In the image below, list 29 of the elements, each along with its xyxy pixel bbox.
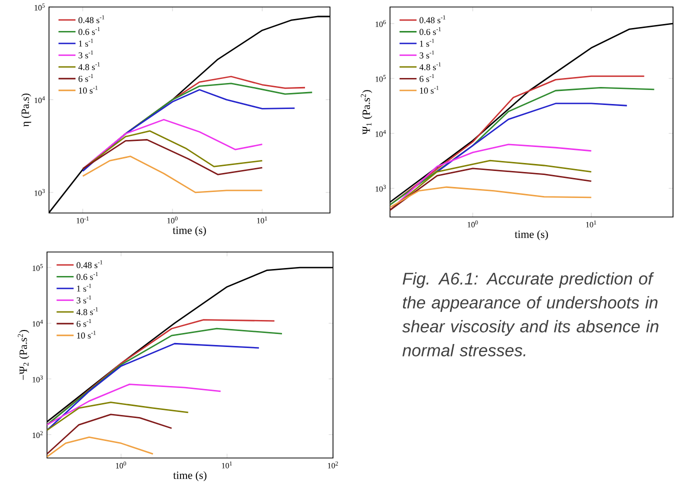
legend-label: 0.6 s$^{-1}$ xyxy=(420,27,441,36)
legend-label: 0.48 s$^{-1}$ xyxy=(420,15,446,24)
legend-label: 10 s$^{-1}$ xyxy=(78,86,98,94)
legend-label: 0.6 s$^{-1}$ xyxy=(76,272,98,280)
legend-label: 1 s$^{-1}$ xyxy=(78,38,94,47)
legend-label: 3 s$^{-1}$ xyxy=(78,50,94,58)
line-series xyxy=(47,414,172,455)
y-axis-title: η (Pa.s) xyxy=(21,94,32,127)
legend-label: 6 s$^{-1}$ xyxy=(78,74,94,82)
legend-label: 3 s$^{-1}$ xyxy=(76,296,92,304)
legend-label: 6 s$^{-1}$ xyxy=(76,319,92,327)
legend-label: 10 s$^{-1}$ xyxy=(420,86,439,94)
y-axis-title: Ψ$_{1}$ (Pa.s$^{2}$) xyxy=(360,90,372,134)
legend-label: 4.8 s$^{-1}$ xyxy=(76,307,98,316)
legend-label: 6 s$^{-1}$ xyxy=(420,74,434,82)
legend-label: 0.6 s$^{-1}$ xyxy=(78,27,100,35)
y-axis-title: −Ψ$_{2}$ (Pa.s$^{2}$) xyxy=(18,330,30,380)
legend-label: 3 s$^{-1}$ xyxy=(420,50,434,58)
legend-label: 1 s$^{-1}$ xyxy=(77,284,92,292)
text: Fig. A6.1: Accurate prediction of the appearance of undershoots in shear viscosity and its absence in normal stresses. xyxy=(402,272,658,356)
x-axis-title: time (s) xyxy=(172,226,206,236)
legend-label: 1 s$^{-1}$ xyxy=(420,38,434,47)
legend-label: 4.8 s$^{-1}$ xyxy=(78,62,100,70)
legend-label: 4.8 s$^{-1}$ xyxy=(419,62,441,70)
legend-label: 0.48 s$^{-1}$ xyxy=(78,15,104,24)
legend-label: 0.48 s$^{-1}$ xyxy=(76,260,102,268)
x-axis-title: time (s) xyxy=(514,230,548,240)
x-axis-title: time (s) xyxy=(173,471,206,482)
legend-label: 10 s$^{-1}$ xyxy=(77,330,96,339)
